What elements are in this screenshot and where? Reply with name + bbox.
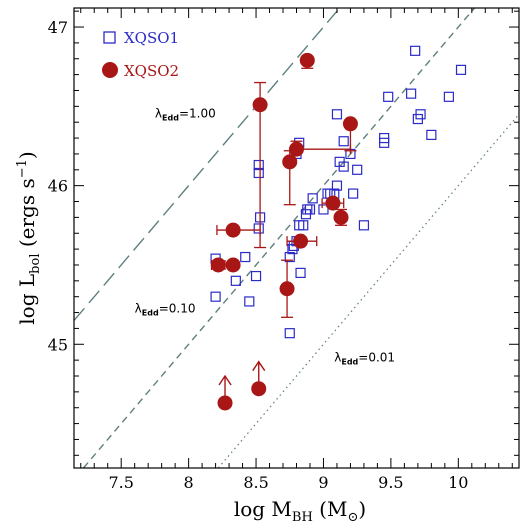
legend-marker-xqso1 [103, 31, 116, 44]
y-axis-label: log Lbol (ergs s−1) [15, 151, 43, 324]
eddington-labels: λEdd=1.00 λEdd=0.10 λEdd=0.01 [135, 106, 395, 366]
xqso1-point [358, 220, 370, 231]
xqso2-point [251, 381, 267, 397]
xqso2-limit-arrowhead [218, 374, 232, 386]
xqso1-point [304, 204, 316, 215]
eddington-line-1 [82, 7, 476, 469]
xqso1-point [383, 91, 394, 102]
y-tick-label: 47 [48, 18, 68, 37]
xqso1-point [415, 109, 426, 120]
xqso2-point [342, 116, 358, 132]
eddington-lines [73, 7, 520, 469]
legend-marker-xqso2 [102, 62, 118, 78]
xqso2-point [225, 257, 241, 273]
y-tick-label: 45 [48, 335, 68, 354]
xqso1-point [338, 136, 349, 147]
xqso1-point [338, 161, 349, 172]
xqso1-point [331, 109, 343, 120]
xqso1-point [331, 180, 343, 191]
x-tick-label: 9.5 [378, 473, 403, 492]
xqso1-point [253, 159, 264, 171]
xqso2-point [217, 395, 233, 411]
y-tick-label: 46 [48, 177, 68, 196]
xqso2-point [325, 195, 341, 211]
eddington-line-0 [73, 7, 341, 321]
xqso1-point [352, 164, 363, 175]
xqso2-point [289, 141, 304, 157]
xqso1-point [210, 291, 221, 302]
legend-label-xqso1: XQSO1 [124, 29, 179, 47]
xqso1-point [250, 270, 262, 282]
xqso2-point [299, 52, 315, 68]
xqso2-point [210, 257, 226, 273]
xqso1-point [253, 223, 264, 234]
x-tick-label: 9 [318, 473, 328, 492]
xqso1-point [379, 137, 390, 148]
xqso2-point [279, 281, 295, 297]
eddington-label-1: λEdd=0.10 [135, 302, 196, 318]
xqso1-point [307, 193, 318, 204]
x-tick-label: 8.5 [243, 473, 268, 492]
xqso2-point [252, 97, 268, 113]
xqso1-point [244, 296, 255, 307]
xqso1-point [284, 251, 295, 263]
eddington-label-0: λEdd=1.00 [155, 106, 216, 122]
xqso2-point [282, 154, 298, 170]
xqso2-point [225, 222, 241, 238]
x-tick-label: 8 [184, 473, 194, 492]
legend: XQSO1 XQSO2 [102, 29, 179, 80]
xqso2-limit-arrowhead [252, 360, 266, 372]
xqso1-point [426, 129, 437, 140]
xqso1-point [298, 220, 309, 231]
axis-ticks: 7.5 8 8.5 9 9.5 10 45 46 47 [48, 8, 519, 492]
legend-label-xqso2: XQSO2 [124, 62, 179, 80]
xqso1-point [410, 45, 421, 56]
xqso1-point [253, 167, 264, 179]
xqso1-point [455, 64, 467, 75]
data-points [210, 45, 467, 411]
x-tick-label: 10 [448, 473, 468, 492]
xqso1-point [230, 275, 241, 286]
xqso1-point [406, 88, 417, 99]
xqso1-point [240, 251, 251, 263]
xqso1-point [295, 267, 306, 278]
xqso2-point [293, 233, 309, 249]
x-axis-label: log MBH (M⊙) [234, 497, 366, 525]
xqso2-point [333, 209, 349, 225]
eddington-label-2: λEdd=0.01 [334, 351, 395, 367]
xqso1-point [348, 188, 359, 199]
xqso1-point [284, 328, 295, 339]
x-tick-label: 7.5 [108, 473, 133, 492]
xqso1-point [318, 204, 329, 215]
xqso1-point [443, 91, 454, 102]
